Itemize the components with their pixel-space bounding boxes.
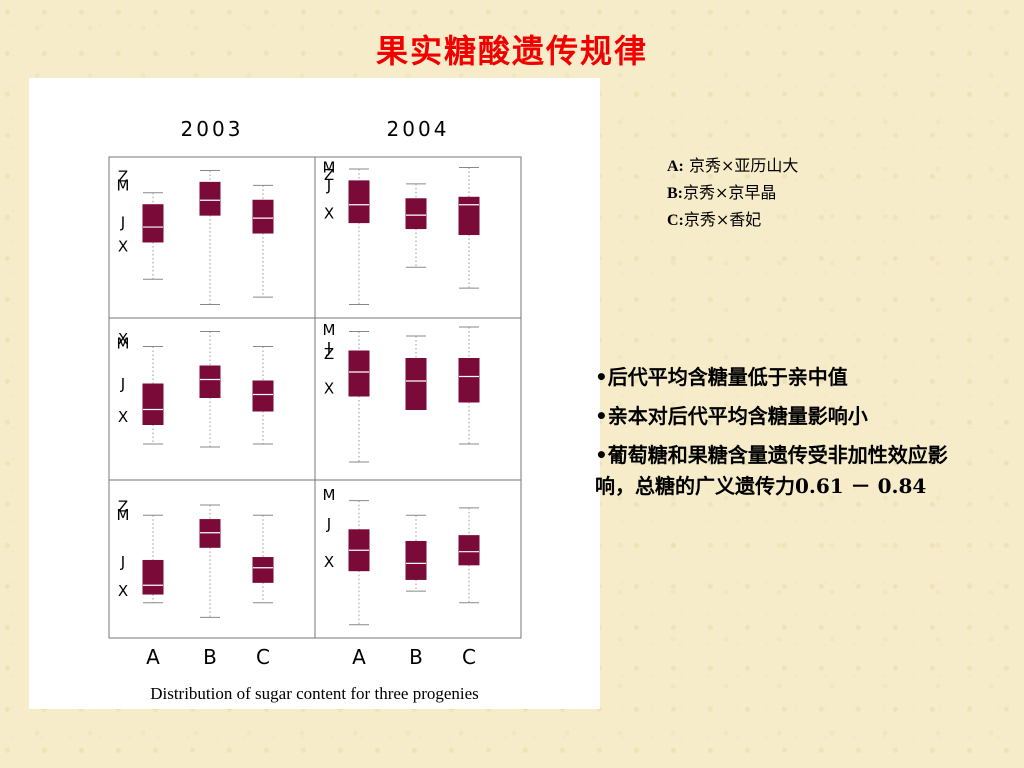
- legend-item-b: B:京秀×京早晶: [667, 183, 777, 202]
- column-label-2003: 2003: [181, 117, 244, 141]
- panel-frame: [108, 156, 316, 319]
- marker-J: J: [120, 375, 125, 393]
- box-B: [405, 540, 427, 580]
- x-tick-label-C: C: [462, 645, 476, 669]
- marker-M: M: [323, 158, 336, 176]
- bullet-list: •后代平均含糖量低于亲中值 •亲本对后代平均含糖量影响小 •葡萄糖和果糖含量遗传…: [595, 362, 963, 510]
- marker-J: J: [326, 515, 331, 533]
- box-B: [405, 198, 427, 230]
- marker-X: X: [324, 380, 334, 398]
- box-C: [458, 196, 480, 236]
- marker-M: M: [323, 321, 336, 339]
- x-tick-label-C: C: [256, 645, 270, 669]
- panel-frame: [108, 317, 316, 481]
- box-B: [405, 358, 427, 410]
- column-label-2004: 2004: [387, 117, 450, 141]
- legend-block: A: 京秀×亚历山大 B:京秀×京早晶 C:京秀×香妃: [667, 153, 798, 234]
- panel-frame: [314, 479, 522, 639]
- legend-item-c: C:京秀×香妃: [667, 210, 762, 229]
- boxplot-figure: 2003 2004 Z M J X M Z J X X M J X M J Z X Z M J X M J X A B C A B C Di…: [29, 78, 600, 709]
- marker-X: X: [118, 330, 128, 348]
- marker-J: J: [326, 339, 331, 357]
- box-C: [458, 358, 480, 403]
- x-tick-label-A: A: [146, 645, 160, 669]
- box-A: [142, 559, 164, 595]
- box-A: [348, 180, 370, 224]
- box-B: [199, 181, 221, 216]
- legend-item-a: A: 京秀×亚历山大: [667, 156, 799, 175]
- box-C: [252, 557, 274, 583]
- box-A: [348, 350, 370, 397]
- marker-M: M: [117, 506, 130, 524]
- marker-J: J: [120, 214, 125, 232]
- panel-frame: [314, 156, 522, 319]
- x-tick-label-B: B: [203, 645, 217, 669]
- marker-X: X: [118, 237, 128, 255]
- marker-J: J: [120, 553, 125, 571]
- figure-caption: Distribution of sugar content for three …: [150, 684, 479, 703]
- box-C: [458, 535, 480, 566]
- box-C: [252, 199, 274, 234]
- marker-X: X: [324, 553, 334, 571]
- marker-M: M: [323, 486, 336, 504]
- x-tick-label-A: A: [352, 645, 366, 669]
- bullet-3: •葡萄糖和果糖含量遗传受非加性效应影响，总糖的广义遗传力0.61 － 0.84: [595, 443, 948, 498]
- marker-Z: Z: [324, 166, 334, 184]
- box-B: [199, 519, 221, 548]
- marker-Z: Z: [118, 167, 128, 185]
- marker-X: X: [118, 408, 128, 426]
- marker-Z: Z: [118, 497, 128, 515]
- box-A: [142, 383, 164, 425]
- marker-Z: Z: [324, 345, 334, 363]
- marker-X: X: [324, 205, 334, 223]
- panel-frame: [108, 479, 316, 639]
- marker-M: M: [117, 176, 130, 194]
- bullet-2: •亲本对后代平均含糖量影响小: [595, 404, 868, 428]
- x-tick-label-B: B: [409, 645, 423, 669]
- marker-M: M: [117, 335, 130, 353]
- slide-title: 果实糖酸遗传规律: [375, 32, 648, 70]
- box-B: [199, 365, 221, 398]
- marker-X: X: [118, 582, 128, 600]
- box-A: [142, 204, 164, 243]
- bullet-1: •后代平均含糖量低于亲中值: [595, 365, 848, 389]
- marker-J: J: [326, 176, 331, 194]
- box-C: [252, 380, 274, 412]
